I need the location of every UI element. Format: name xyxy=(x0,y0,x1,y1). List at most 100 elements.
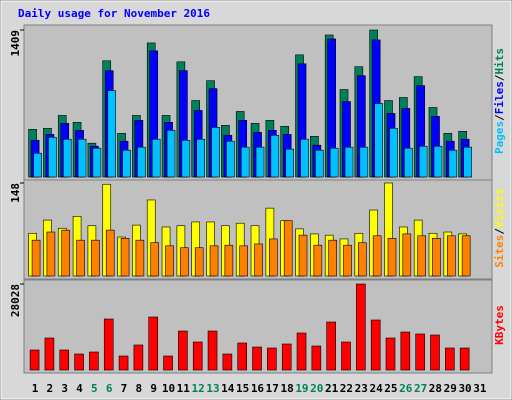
bar xyxy=(433,145,443,178)
legend-entry: Sites xyxy=(493,235,506,268)
bar xyxy=(328,239,337,277)
legend-entry: KBytes xyxy=(493,305,506,345)
bar xyxy=(207,330,218,371)
bar xyxy=(103,318,114,371)
bar xyxy=(418,145,428,178)
bar xyxy=(194,247,204,277)
x-tick-label: 11 xyxy=(177,382,191,395)
bar xyxy=(313,244,323,277)
bar xyxy=(92,147,102,178)
bar xyxy=(29,349,40,371)
x-tick-label: 1 xyxy=(32,382,39,395)
bar xyxy=(445,347,455,371)
bar xyxy=(461,235,471,277)
legend-entry: Hits xyxy=(493,48,506,75)
bar xyxy=(74,353,84,371)
bar xyxy=(135,239,145,277)
bar xyxy=(267,347,277,371)
bar xyxy=(329,147,339,178)
x-tick-label: 8 xyxy=(135,382,142,395)
legend: KBytes xyxy=(493,305,506,345)
chart-title: Daily usage for November 2016 xyxy=(18,7,210,20)
bar xyxy=(59,349,70,371)
bar xyxy=(89,351,99,371)
bar xyxy=(150,242,160,277)
bar xyxy=(33,152,42,178)
bar xyxy=(341,341,351,371)
x-tick-label: 13 xyxy=(206,382,219,395)
x-tick-label: 16 xyxy=(251,382,265,395)
bar xyxy=(285,148,294,178)
bar xyxy=(430,334,440,371)
legend-separator: / xyxy=(493,114,506,121)
x-tick-label: 9 xyxy=(150,382,157,395)
bar xyxy=(105,229,115,277)
bar xyxy=(372,235,382,277)
x-tick-label: 19 xyxy=(295,382,308,395)
bar xyxy=(76,239,85,277)
bar xyxy=(77,138,87,178)
x-tick-label: 18 xyxy=(280,382,293,395)
bar xyxy=(358,242,367,277)
bar xyxy=(211,127,220,178)
x-tick-label: 12 xyxy=(192,382,205,395)
legend-entry: Pages xyxy=(493,121,506,154)
bar xyxy=(370,319,381,371)
bar xyxy=(385,337,396,371)
bar xyxy=(240,146,250,178)
bar xyxy=(417,235,426,277)
bar xyxy=(107,90,117,178)
bar xyxy=(44,337,55,371)
bar xyxy=(163,355,173,371)
bar xyxy=(374,103,383,178)
legend: Pages/Files/Hits xyxy=(493,48,506,154)
bar xyxy=(222,353,233,371)
x-tick-label: 14 xyxy=(221,382,235,395)
legend-entry: Visits xyxy=(493,188,506,228)
x-tick-label: 30 xyxy=(458,382,471,395)
x-tick-label: 17 xyxy=(266,382,279,395)
bar xyxy=(343,244,352,277)
bar xyxy=(46,231,56,277)
x-tick-label: 10 xyxy=(162,382,175,395)
bar xyxy=(415,333,425,371)
legend-entry: Files xyxy=(493,81,506,114)
bar xyxy=(151,138,161,178)
bar xyxy=(31,239,41,277)
bar xyxy=(165,245,174,277)
bar xyxy=(239,245,249,277)
x-tick-label: 22 xyxy=(340,382,353,395)
x-tick-label: 23 xyxy=(355,382,368,395)
bar xyxy=(237,342,248,371)
x-tick-label: 6 xyxy=(106,382,113,395)
legend-separator: / xyxy=(493,228,506,235)
y-tick-label: 1409 xyxy=(9,30,22,57)
x-tick-label: 28 xyxy=(429,382,442,395)
bar xyxy=(356,283,366,371)
bar xyxy=(224,244,234,277)
bar xyxy=(387,237,397,277)
x-tick-label: 4 xyxy=(76,382,83,395)
x-tick-label: 2 xyxy=(47,382,54,395)
bar xyxy=(192,341,203,371)
x-tick-label: 15 xyxy=(236,382,249,395)
y-tick-label: 148 xyxy=(9,183,22,203)
bar xyxy=(404,147,413,178)
bar xyxy=(137,146,146,178)
bar xyxy=(447,235,456,277)
bar xyxy=(48,136,57,178)
bar xyxy=(166,130,176,178)
bar xyxy=(269,238,278,277)
bar xyxy=(91,239,100,277)
x-tick-label: 3 xyxy=(61,382,68,395)
x-tick-label: 21 xyxy=(325,382,339,395)
bar xyxy=(311,345,322,371)
bar xyxy=(359,146,369,178)
bar xyxy=(120,237,130,277)
x-tick-label: 7 xyxy=(121,382,128,395)
bar xyxy=(448,149,458,178)
x-tick-label: 25 xyxy=(384,382,397,395)
legend: Sites/Visits xyxy=(493,188,506,268)
bar xyxy=(118,355,129,371)
